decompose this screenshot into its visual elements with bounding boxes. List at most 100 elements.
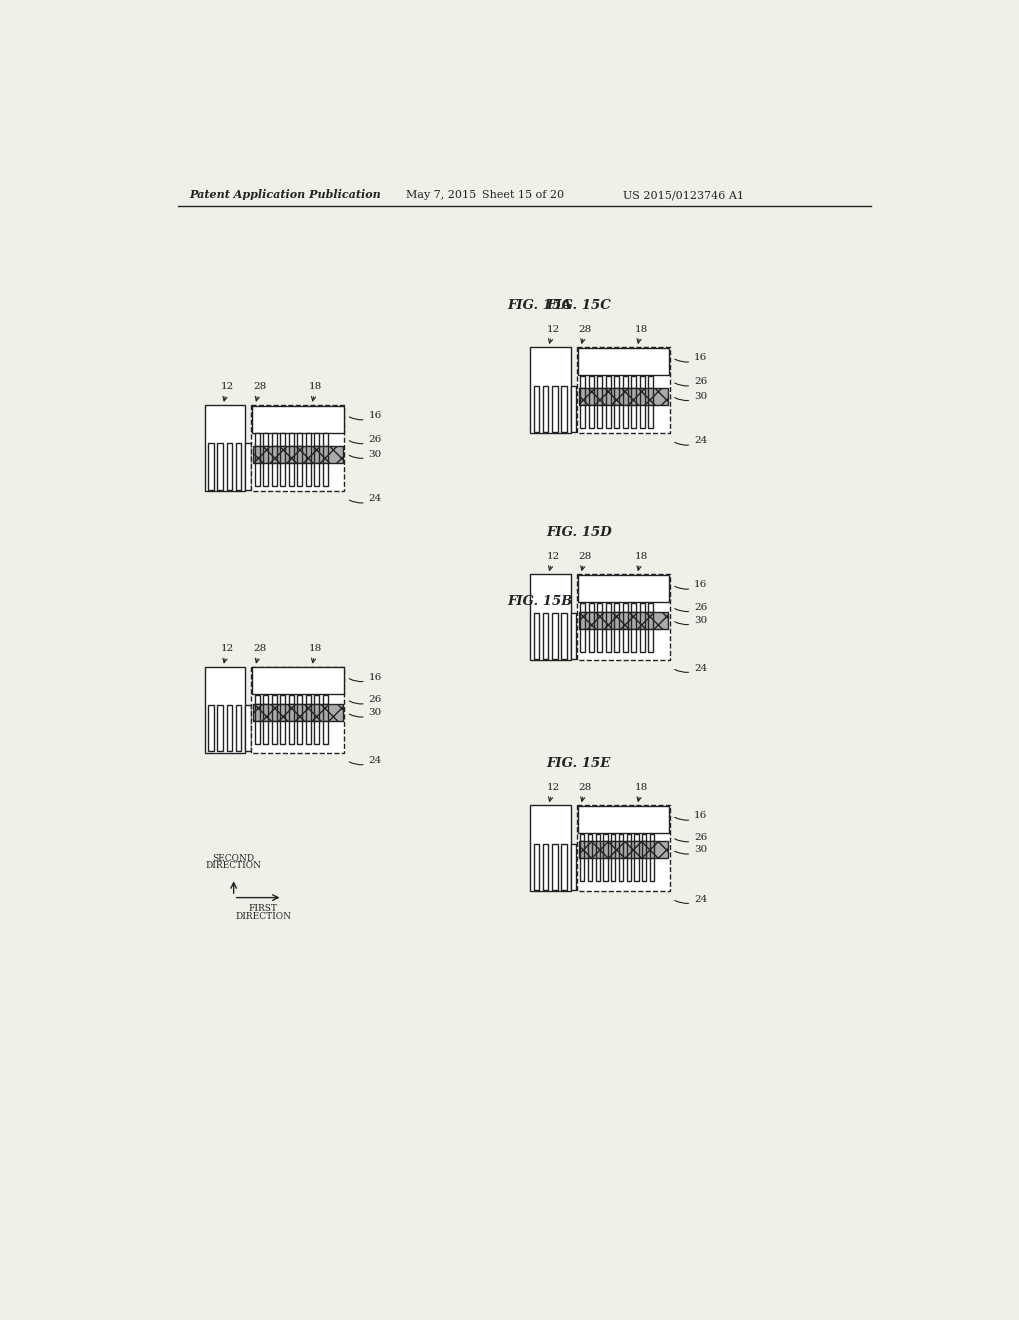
Text: DIRECTION: DIRECTION: [235, 912, 290, 921]
Bar: [577, 348, 668, 375]
Bar: [314, 433, 319, 446]
Bar: [578, 388, 667, 405]
Bar: [280, 462, 285, 486]
Text: 24: 24: [675, 895, 706, 904]
Bar: [578, 612, 667, 628]
Text: 30: 30: [675, 616, 706, 624]
Bar: [639, 603, 644, 612]
Bar: [314, 721, 319, 744]
Bar: [255, 721, 260, 744]
Bar: [587, 834, 592, 841]
Bar: [613, 603, 619, 612]
Bar: [322, 433, 327, 446]
Bar: [596, 376, 601, 388]
Text: 18: 18: [309, 383, 322, 401]
Bar: [530, 574, 571, 660]
Bar: [263, 462, 268, 486]
Text: Patent Application Publication: Patent Application Publication: [190, 190, 381, 201]
Bar: [580, 858, 584, 882]
Bar: [560, 385, 567, 432]
Bar: [649, 858, 653, 882]
Text: 26: 26: [348, 436, 381, 444]
Bar: [613, 628, 619, 652]
Bar: [580, 376, 585, 388]
Bar: [217, 705, 222, 751]
Bar: [235, 705, 242, 751]
Bar: [306, 696, 311, 705]
Bar: [280, 696, 285, 705]
Bar: [631, 603, 636, 612]
Bar: [631, 405, 636, 428]
Text: May 7, 2015: May 7, 2015: [407, 190, 476, 201]
Bar: [255, 433, 260, 446]
Bar: [542, 612, 548, 659]
Bar: [322, 462, 327, 486]
Bar: [322, 696, 327, 705]
Text: Sheet 15 of 20: Sheet 15 of 20: [482, 190, 565, 201]
Bar: [306, 721, 311, 744]
Bar: [271, 721, 276, 744]
Text: 16: 16: [348, 411, 381, 420]
Text: FIG. 15A: FIG. 15A: [506, 298, 572, 312]
Text: 16: 16: [675, 581, 706, 590]
Bar: [580, 603, 585, 612]
Bar: [297, 696, 302, 705]
Bar: [252, 667, 344, 752]
Bar: [577, 807, 668, 833]
Bar: [596, 405, 601, 428]
Bar: [613, 405, 619, 428]
Bar: [533, 843, 538, 890]
Bar: [551, 612, 557, 659]
Bar: [271, 462, 276, 486]
Bar: [263, 721, 268, 744]
Bar: [595, 858, 599, 882]
Bar: [588, 405, 593, 428]
Text: 12: 12: [546, 325, 559, 343]
Text: US 2015/0123746 A1: US 2015/0123746 A1: [623, 190, 744, 201]
Bar: [560, 843, 567, 890]
Bar: [255, 696, 260, 705]
Bar: [577, 805, 669, 891]
Bar: [226, 444, 232, 490]
Bar: [297, 433, 302, 446]
Text: 28: 28: [253, 644, 266, 663]
Text: 16: 16: [675, 354, 706, 362]
Bar: [297, 462, 302, 486]
Bar: [603, 858, 607, 882]
Bar: [578, 841, 667, 858]
Bar: [551, 385, 557, 432]
Bar: [631, 376, 636, 388]
Text: 18: 18: [309, 644, 322, 663]
Bar: [322, 721, 327, 744]
Bar: [208, 705, 213, 751]
Bar: [571, 612, 576, 659]
Text: 24: 24: [675, 664, 706, 673]
Text: 26: 26: [675, 378, 706, 387]
Bar: [288, 462, 293, 486]
Text: DIRECTION: DIRECTION: [206, 862, 262, 870]
Bar: [634, 834, 638, 841]
Text: 18: 18: [634, 552, 647, 570]
Text: 12: 12: [220, 383, 233, 401]
Bar: [314, 696, 319, 705]
Bar: [642, 858, 646, 882]
Bar: [245, 444, 251, 490]
Bar: [577, 576, 668, 602]
Bar: [560, 612, 567, 659]
Text: 28: 28: [578, 552, 591, 570]
Bar: [642, 834, 646, 841]
Bar: [619, 858, 623, 882]
Bar: [648, 603, 653, 612]
Bar: [208, 444, 213, 490]
Bar: [595, 834, 599, 841]
Bar: [530, 805, 571, 891]
Bar: [253, 705, 342, 721]
Bar: [631, 628, 636, 652]
Bar: [533, 385, 538, 432]
Bar: [639, 405, 644, 428]
Text: FIG. 15C: FIG. 15C: [545, 298, 610, 312]
Bar: [596, 603, 601, 612]
Bar: [280, 721, 285, 744]
Bar: [580, 405, 585, 428]
Bar: [288, 696, 293, 705]
